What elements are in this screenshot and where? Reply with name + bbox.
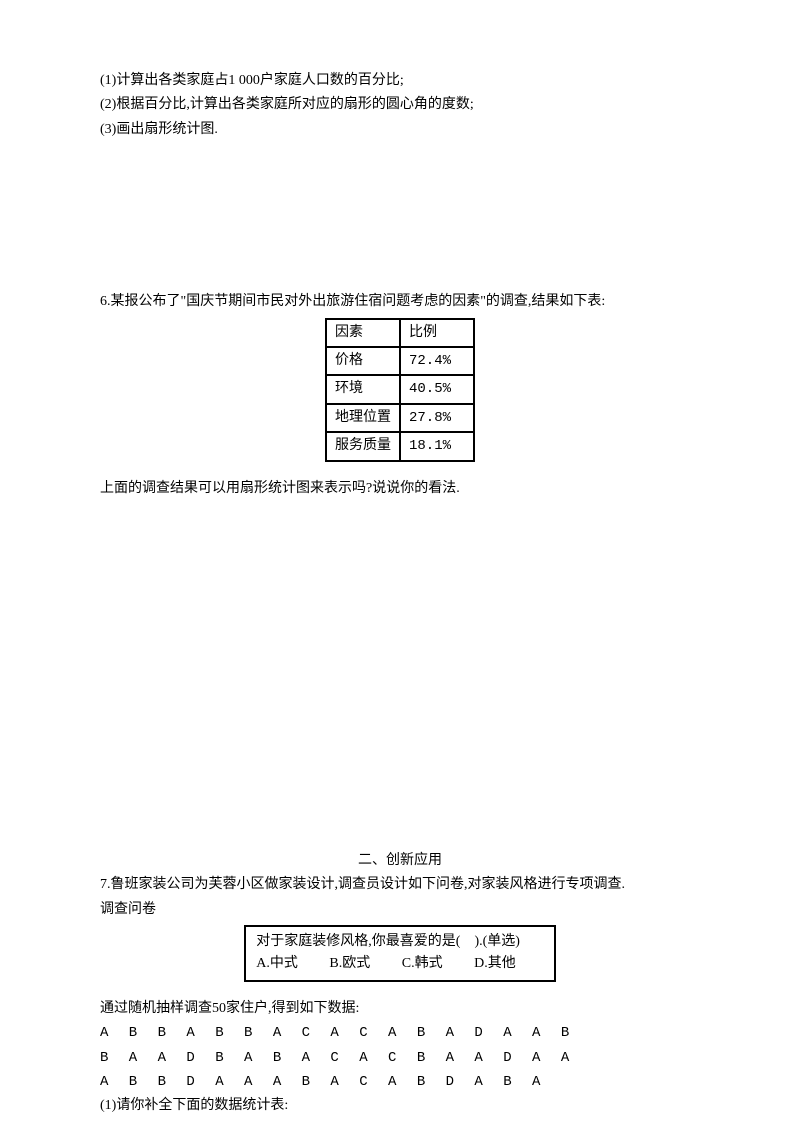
cell-env: 环境 <box>326 375 400 403</box>
q7-survey-label: 调查问卷 <box>100 899 700 921</box>
table-row: 价格 72.4% <box>326 347 474 375</box>
q7-task1: (1)请你补全下面的数据统计表: <box>100 1095 700 1117</box>
cell-factor-header: 因素 <box>326 319 400 347</box>
q5-item2: (2)根据百分比,计算出各类家庭所对应的扇形的圆心角的度数; <box>100 94 700 116</box>
survey-box: 对于家庭装修风格,你最喜爱的是( ).(单选) A.中式 B.欧式 C.韩式 D… <box>244 925 555 982</box>
data-row-2: B A A D B A B A C A C B A A D A A <box>100 1047 700 1069</box>
q7-intro: 7.鲁班家装公司为芙蓉小区做家装设计,调查员设计如下问卷,对家装风格进行专项调查… <box>100 874 700 896</box>
cell-service-ratio: 18.1% <box>400 432 474 460</box>
factors-table: 因素 比例 价格 72.4% 环境 40.5% 地理位置 27.8% 服务质量 … <box>325 318 475 462</box>
q5-item3: (3)画出扇形统计图. <box>100 119 700 141</box>
table-row: 服务质量 18.1% <box>326 432 474 460</box>
q6-intro: 6.某报公布了"国庆节期间市民对外出旅游住宿问题考虑的因素"的调查,结果如下表: <box>100 291 700 313</box>
option-a: A.中式 <box>256 956 298 971</box>
data-row-1: A B B A B B A C A C A B A D A A B <box>100 1022 700 1044</box>
table-row: 地理位置 27.8% <box>326 404 474 432</box>
cell-price: 价格 <box>326 347 400 375</box>
cell-location-ratio: 27.8% <box>400 404 474 432</box>
q7-sample-intro: 通过随机抽样调查50家住户,得到如下数据: <box>100 998 700 1020</box>
section-2-header: 二、创新应用 <box>100 850 700 872</box>
option-b: B.欧式 <box>329 956 370 971</box>
cell-service: 服务质量 <box>326 432 400 460</box>
q6-after: 上面的调查结果可以用扇形统计图来表示吗?说说你的看法. <box>100 478 700 500</box>
survey-question: 对于家庭装修风格,你最喜爱的是( ).(单选) <box>256 931 543 953</box>
cell-env-ratio: 40.5% <box>400 375 474 403</box>
cell-ratio-header: 比例 <box>400 319 474 347</box>
option-d: D.其他 <box>474 956 516 971</box>
table-row: 因素 比例 <box>326 319 474 347</box>
cell-price-ratio: 72.4% <box>400 347 474 375</box>
data-row-3: A B B D A A A B A C A B D A B A <box>100 1071 700 1093</box>
table-row: 环境 40.5% <box>326 375 474 403</box>
q5-item1: (1)计算出各类家庭占1 000户家庭人口数的百分比; <box>100 70 700 92</box>
survey-options: A.中式 B.欧式 C.韩式 D.其他 <box>256 953 543 975</box>
option-c: C.韩式 <box>402 956 443 971</box>
cell-location: 地理位置 <box>326 404 400 432</box>
